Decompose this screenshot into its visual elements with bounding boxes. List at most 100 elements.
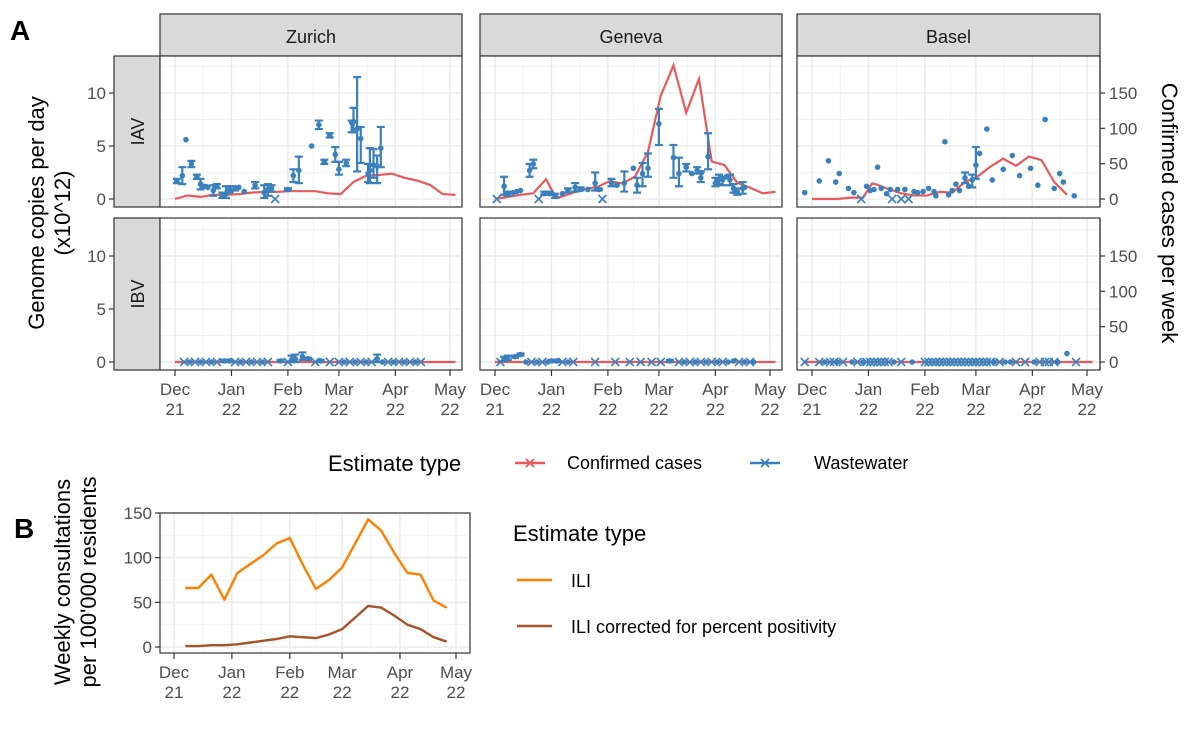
wastewater-point — [953, 181, 959, 187]
facet-row-label: IBV — [128, 279, 148, 308]
wastewater-point — [832, 179, 839, 185]
wastewater-below-detection-marker — [685, 357, 695, 367]
wastewater-error-bar — [704, 132, 713, 171]
panel-border — [479, 55, 783, 208]
facet-strip-label: Basel — [926, 27, 971, 47]
wastewater-below-detection-marker — [923, 357, 934, 367]
wastewater-point — [692, 359, 699, 365]
y-axis-title-b-line2: per 100'000 residents — [76, 477, 101, 688]
x-axis-tick-label-year: 22 — [333, 683, 352, 702]
wastewater-point — [541, 190, 547, 197]
wastewater-below-detection-marker — [903, 194, 914, 204]
wastewater-point — [327, 132, 333, 139]
y-axis-title-right: Confirmed cases per week — [1157, 83, 1182, 344]
wastewater-point — [962, 175, 968, 181]
wastewater-point — [363, 359, 370, 365]
panel-b-border — [159, 512, 471, 654]
wastewater-point — [374, 356, 380, 362]
x-axis-tick-label-year: 21 — [166, 400, 185, 419]
facet-panel-basel-iav — [796, 55, 1101, 208]
y-axis-tick-label: 5 — [97, 137, 106, 156]
wastewater-below-detection-marker — [971, 357, 981, 367]
wastewater-point — [727, 177, 733, 183]
wastewater-below-detection-marker — [960, 357, 970, 367]
wastewater-point — [197, 359, 204, 365]
wastewater-below-detection-marker — [334, 357, 344, 367]
legend-item-label: Wastewater — [814, 453, 908, 473]
wastewater-point — [305, 356, 311, 362]
wastewater-point — [237, 359, 244, 365]
wastewater-below-detection-marker — [814, 357, 824, 367]
wastewater-point — [825, 158, 832, 164]
wastewater-below-detection-marker — [869, 357, 879, 367]
wastewater-point — [849, 359, 855, 365]
wastewater-point — [920, 188, 926, 195]
facet-panel-zurich-iav — [159, 55, 463, 208]
wastewater-point — [350, 118, 357, 125]
x-axis-tick-label-year: 22 — [441, 400, 460, 419]
right-axis-tick-label: 50 — [1109, 155, 1128, 174]
wastewater-below-detection-marker — [945, 357, 955, 367]
facet-panel-geneva-iav — [479, 55, 783, 208]
wastewater-point — [902, 186, 908, 193]
wastewater-point — [683, 164, 690, 170]
wastewater-below-detection-marker — [872, 357, 883, 367]
y-axis-tick-label: 0 — [143, 638, 152, 657]
wastewater-point — [1007, 359, 1014, 365]
wastewater-below-detection-marker — [887, 194, 897, 204]
wastewater-point — [523, 359, 529, 365]
wastewater-point — [554, 358, 560, 364]
wastewater-point — [887, 186, 894, 193]
wastewater-below-detection-marker — [953, 357, 963, 367]
wastewater-below-detection-marker — [829, 357, 839, 367]
wastewater-below-detection-marker — [974, 357, 985, 367]
facet-panel-basel-ibv — [796, 217, 1101, 371]
wastewater-point — [933, 193, 939, 199]
wastewater-point — [1035, 182, 1041, 189]
ili-line — [185, 518, 448, 609]
y-axis-tick-label: 100 — [124, 549, 152, 568]
x-axis-tick-label-year: 22 — [542, 400, 561, 419]
legend-title: Estimate type — [513, 521, 646, 546]
wastewater-error-bar — [643, 152, 652, 178]
wastewater-point — [725, 359, 731, 365]
wastewater-below-detection-marker — [707, 357, 717, 367]
wastewater-below-detection-marker — [865, 357, 875, 367]
wastewater-below-detection-marker — [696, 357, 706, 367]
wastewater-point — [714, 359, 720, 365]
wastewater-below-detection-marker — [190, 357, 200, 367]
wastewater-point — [656, 120, 662, 127]
x-axis-tick-label-month: Feb — [273, 380, 302, 399]
wastewater-below-detection-marker — [356, 357, 366, 367]
wastewater-below-detection-marker — [896, 357, 906, 367]
wastewater-point — [836, 170, 843, 177]
wastewater-below-detection-marker — [949, 357, 959, 367]
panel-tag-a: A — [10, 15, 30, 46]
panel-border — [159, 55, 463, 208]
facet-panel-geneva-ibv — [479, 217, 783, 371]
wastewater-below-detection-marker — [883, 357, 894, 367]
x-axis-tick-label-year: 22 — [761, 400, 780, 419]
wastewater-below-detection-marker — [734, 357, 744, 367]
x-axis-tick-label-year: 22 — [706, 400, 725, 419]
wastewater-point — [1031, 359, 1037, 365]
wastewater-point — [226, 186, 233, 193]
x-axis-tick-label-year: 21 — [803, 400, 822, 419]
wastewater-point — [614, 182, 620, 189]
wastewater-point — [248, 359, 255, 365]
wastewater-below-detection-marker — [557, 357, 567, 367]
legend-key-marker-0 — [525, 458, 535, 468]
wastewater-below-detection-marker — [942, 357, 952, 367]
wastewater-point — [585, 186, 591, 193]
facet-strip-label: Geneva — [599, 27, 663, 47]
wastewater-point — [621, 180, 628, 186]
x-axis-tick-label-year: 22 — [859, 400, 878, 419]
panel-background — [160, 56, 462, 207]
wastewater-point — [730, 358, 737, 364]
wastewater-error-bar — [353, 76, 362, 173]
x-axis-tick-label-year: 22 — [222, 400, 241, 419]
wastewater-below-detection-marker — [625, 357, 635, 367]
wastewater-error-bar — [654, 107, 663, 147]
panel-b-background — [160, 513, 470, 653]
wastewater-error-bar — [356, 125, 365, 165]
